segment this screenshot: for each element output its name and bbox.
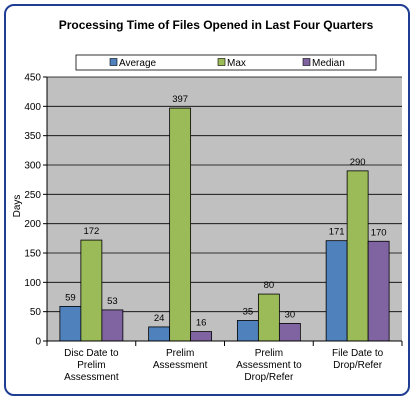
- y-tick-label: 400: [24, 102, 41, 113]
- legend-label: Average: [119, 58, 157, 69]
- y-tick-label: 200: [24, 219, 41, 230]
- data-label: 290: [350, 157, 366, 168]
- data-label: 172: [83, 226, 99, 237]
- data-label: 16: [196, 318, 207, 329]
- legend-swatch: [302, 58, 311, 66]
- data-label: 24: [154, 313, 165, 324]
- data-label: 59: [65, 292, 76, 303]
- data-label: 35: [243, 306, 254, 317]
- category-label: File Date to Drop/Refer: [332, 348, 384, 371]
- y-tick-label: 300: [24, 161, 41, 172]
- bar-max: [80, 239, 103, 342]
- legend-swatch: [217, 58, 226, 66]
- data-label: 171: [329, 227, 345, 238]
- legend-box: [75, 54, 377, 71]
- bar-max: [257, 293, 280, 342]
- bars: 59 24 35 171 172 397 80 290 53 16 30 170: [59, 94, 390, 342]
- bar-median: [190, 331, 213, 342]
- y-axis: 0 50 100 150 200 250 300 350 400 450: [24, 73, 48, 348]
- data-label: 397: [172, 94, 188, 105]
- bar-average: [59, 305, 82, 342]
- category-label: Disc Date to Prelim Assessment: [64, 348, 119, 383]
- x-axis: Disc Date to Prelim Assessment Prelim Assess…: [46, 340, 403, 383]
- data-label: 80: [264, 280, 275, 291]
- y-tick-label: 100: [24, 278, 41, 289]
- data-label: 53: [107, 296, 118, 307]
- legend-swatch: [109, 58, 118, 66]
- category-label: Prelim Assessment to Drop/Refer: [236, 348, 302, 383]
- legend-label: Median: [312, 58, 345, 69]
- y-tick-label: 450: [24, 73, 41, 84]
- category-label: Prelim Assessment: [153, 348, 208, 371]
- chart-title: Processing Time of Files Opened in Last …: [59, 18, 374, 32]
- bar-average: [148, 326, 171, 342]
- y-tick-label: 250: [24, 190, 41, 201]
- bar-average: [325, 240, 348, 342]
- chart-legend: Average Max Median: [75, 54, 377, 71]
- bar-median: [367, 240, 390, 342]
- bar-average: [236, 320, 259, 342]
- data-label: 170: [371, 227, 387, 238]
- bar-max: [169, 107, 192, 342]
- y-tick-label: 150: [24, 249, 41, 260]
- legend-label: Max: [227, 58, 246, 69]
- data-label: 30: [285, 309, 296, 320]
- bar-max: [346, 170, 369, 342]
- y-tick-label: 350: [24, 131, 41, 142]
- bar-median: [278, 322, 301, 342]
- bar-median: [101, 309, 124, 342]
- y-tick-label: 0: [35, 337, 41, 348]
- y-tick-label: 50: [30, 307, 42, 318]
- y-axis-label: Days: [12, 195, 23, 218]
